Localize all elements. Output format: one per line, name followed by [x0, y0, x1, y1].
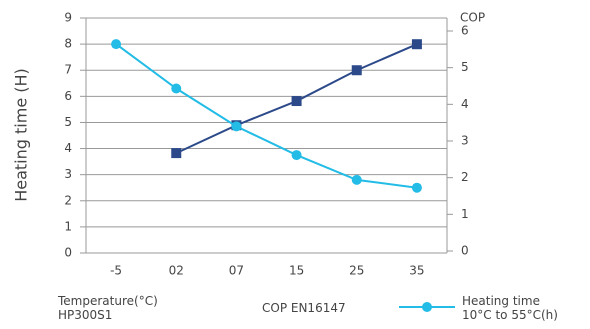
y-tick-label: 7	[64, 63, 72, 77]
marker	[111, 39, 122, 50]
marker	[231, 121, 242, 132]
marker	[171, 148, 182, 159]
y-tick-label: 5	[64, 115, 72, 129]
marker	[291, 96, 302, 107]
y2-tick-label: 5	[461, 60, 469, 74]
legend-entry: Heating time 10°C to 55°C(h)	[462, 294, 558, 322]
y-tick-label: 8	[64, 37, 72, 51]
marker	[411, 182, 422, 193]
x-axis-sublabel: HP300S1	[58, 308, 113, 322]
legend-marker	[422, 302, 432, 312]
y-tick-label: 1	[64, 219, 72, 233]
marker	[411, 39, 422, 50]
y2-tick-label: 6	[461, 24, 469, 38]
x-tick-label: 35	[409, 264, 424, 278]
marker	[171, 83, 182, 94]
y-tick-label: 9	[64, 11, 72, 25]
y-tick-label: 2	[64, 193, 72, 207]
y2-tick-label: 2	[461, 170, 469, 184]
marker	[351, 174, 362, 185]
x-tick-label: 15	[289, 264, 304, 278]
marker	[351, 65, 362, 76]
y-tick-label: 4	[64, 141, 72, 155]
y-tick-label: 0	[64, 246, 72, 260]
y2-tick-label: 0	[461, 244, 469, 258]
x-tick-label: 25	[349, 264, 364, 278]
x-tick-label: 02	[169, 264, 184, 278]
marker	[291, 150, 302, 161]
x-tick-label: 07	[229, 264, 244, 278]
y2-tick-label: 3	[461, 134, 469, 148]
y-tick-label: 3	[64, 167, 72, 181]
y2-axis-label: COP	[460, 11, 485, 25]
y-tick-label: 6	[64, 89, 72, 103]
y2-tick-label: 1	[461, 207, 469, 221]
y-axis-label: Heating time (H)	[12, 68, 31, 202]
chart: Heating time (H) COP 0 1 2 3 4 5 6 7 8 9 0 1 2 3 4 5 6 -5…	[12, 11, 486, 278]
legend-swatch	[399, 302, 455, 312]
x-tick-label: -5	[110, 264, 122, 278]
x-axis-label: Temperature(°C)	[58, 294, 158, 308]
legend-entry: COP EN16147	[262, 301, 346, 315]
series-line	[115, 43, 418, 189]
y2-tick-label: 4	[461, 97, 469, 111]
